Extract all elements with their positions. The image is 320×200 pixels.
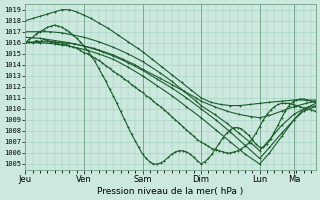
X-axis label: Pression niveau de la mer( hPa ): Pression niveau de la mer( hPa ) <box>98 187 244 196</box>
